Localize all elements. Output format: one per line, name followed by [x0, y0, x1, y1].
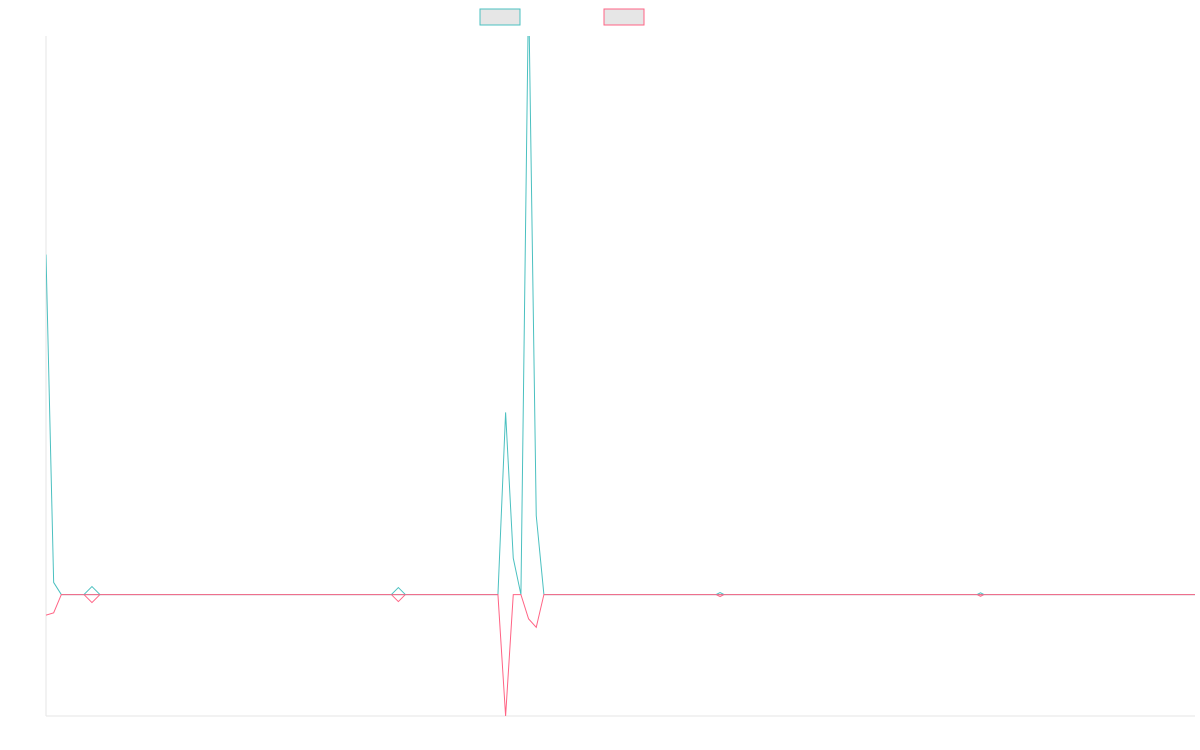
series-2-point — [83, 594, 101, 604]
series-2-point — [391, 594, 406, 603]
legend-swatch-series-2[interactable] — [603, 8, 645, 26]
series-1-point — [83, 585, 101, 595]
series-2-point — [715, 594, 725, 598]
marker-layer — [83, 585, 985, 604]
legend[interactable] — [479, 8, 645, 26]
series-2-point — [976, 594, 985, 597]
legend-swatch-series-1[interactable] — [479, 8, 521, 26]
series-1-point — [391, 586, 406, 595]
series-1-point — [976, 592, 985, 596]
series-layer — [46, 36, 1195, 717]
axes — [45, 36, 1195, 717]
series-1-point — [715, 592, 725, 596]
series-2-line — [46, 594, 1195, 717]
series-1-line — [46, 36, 1195, 596]
